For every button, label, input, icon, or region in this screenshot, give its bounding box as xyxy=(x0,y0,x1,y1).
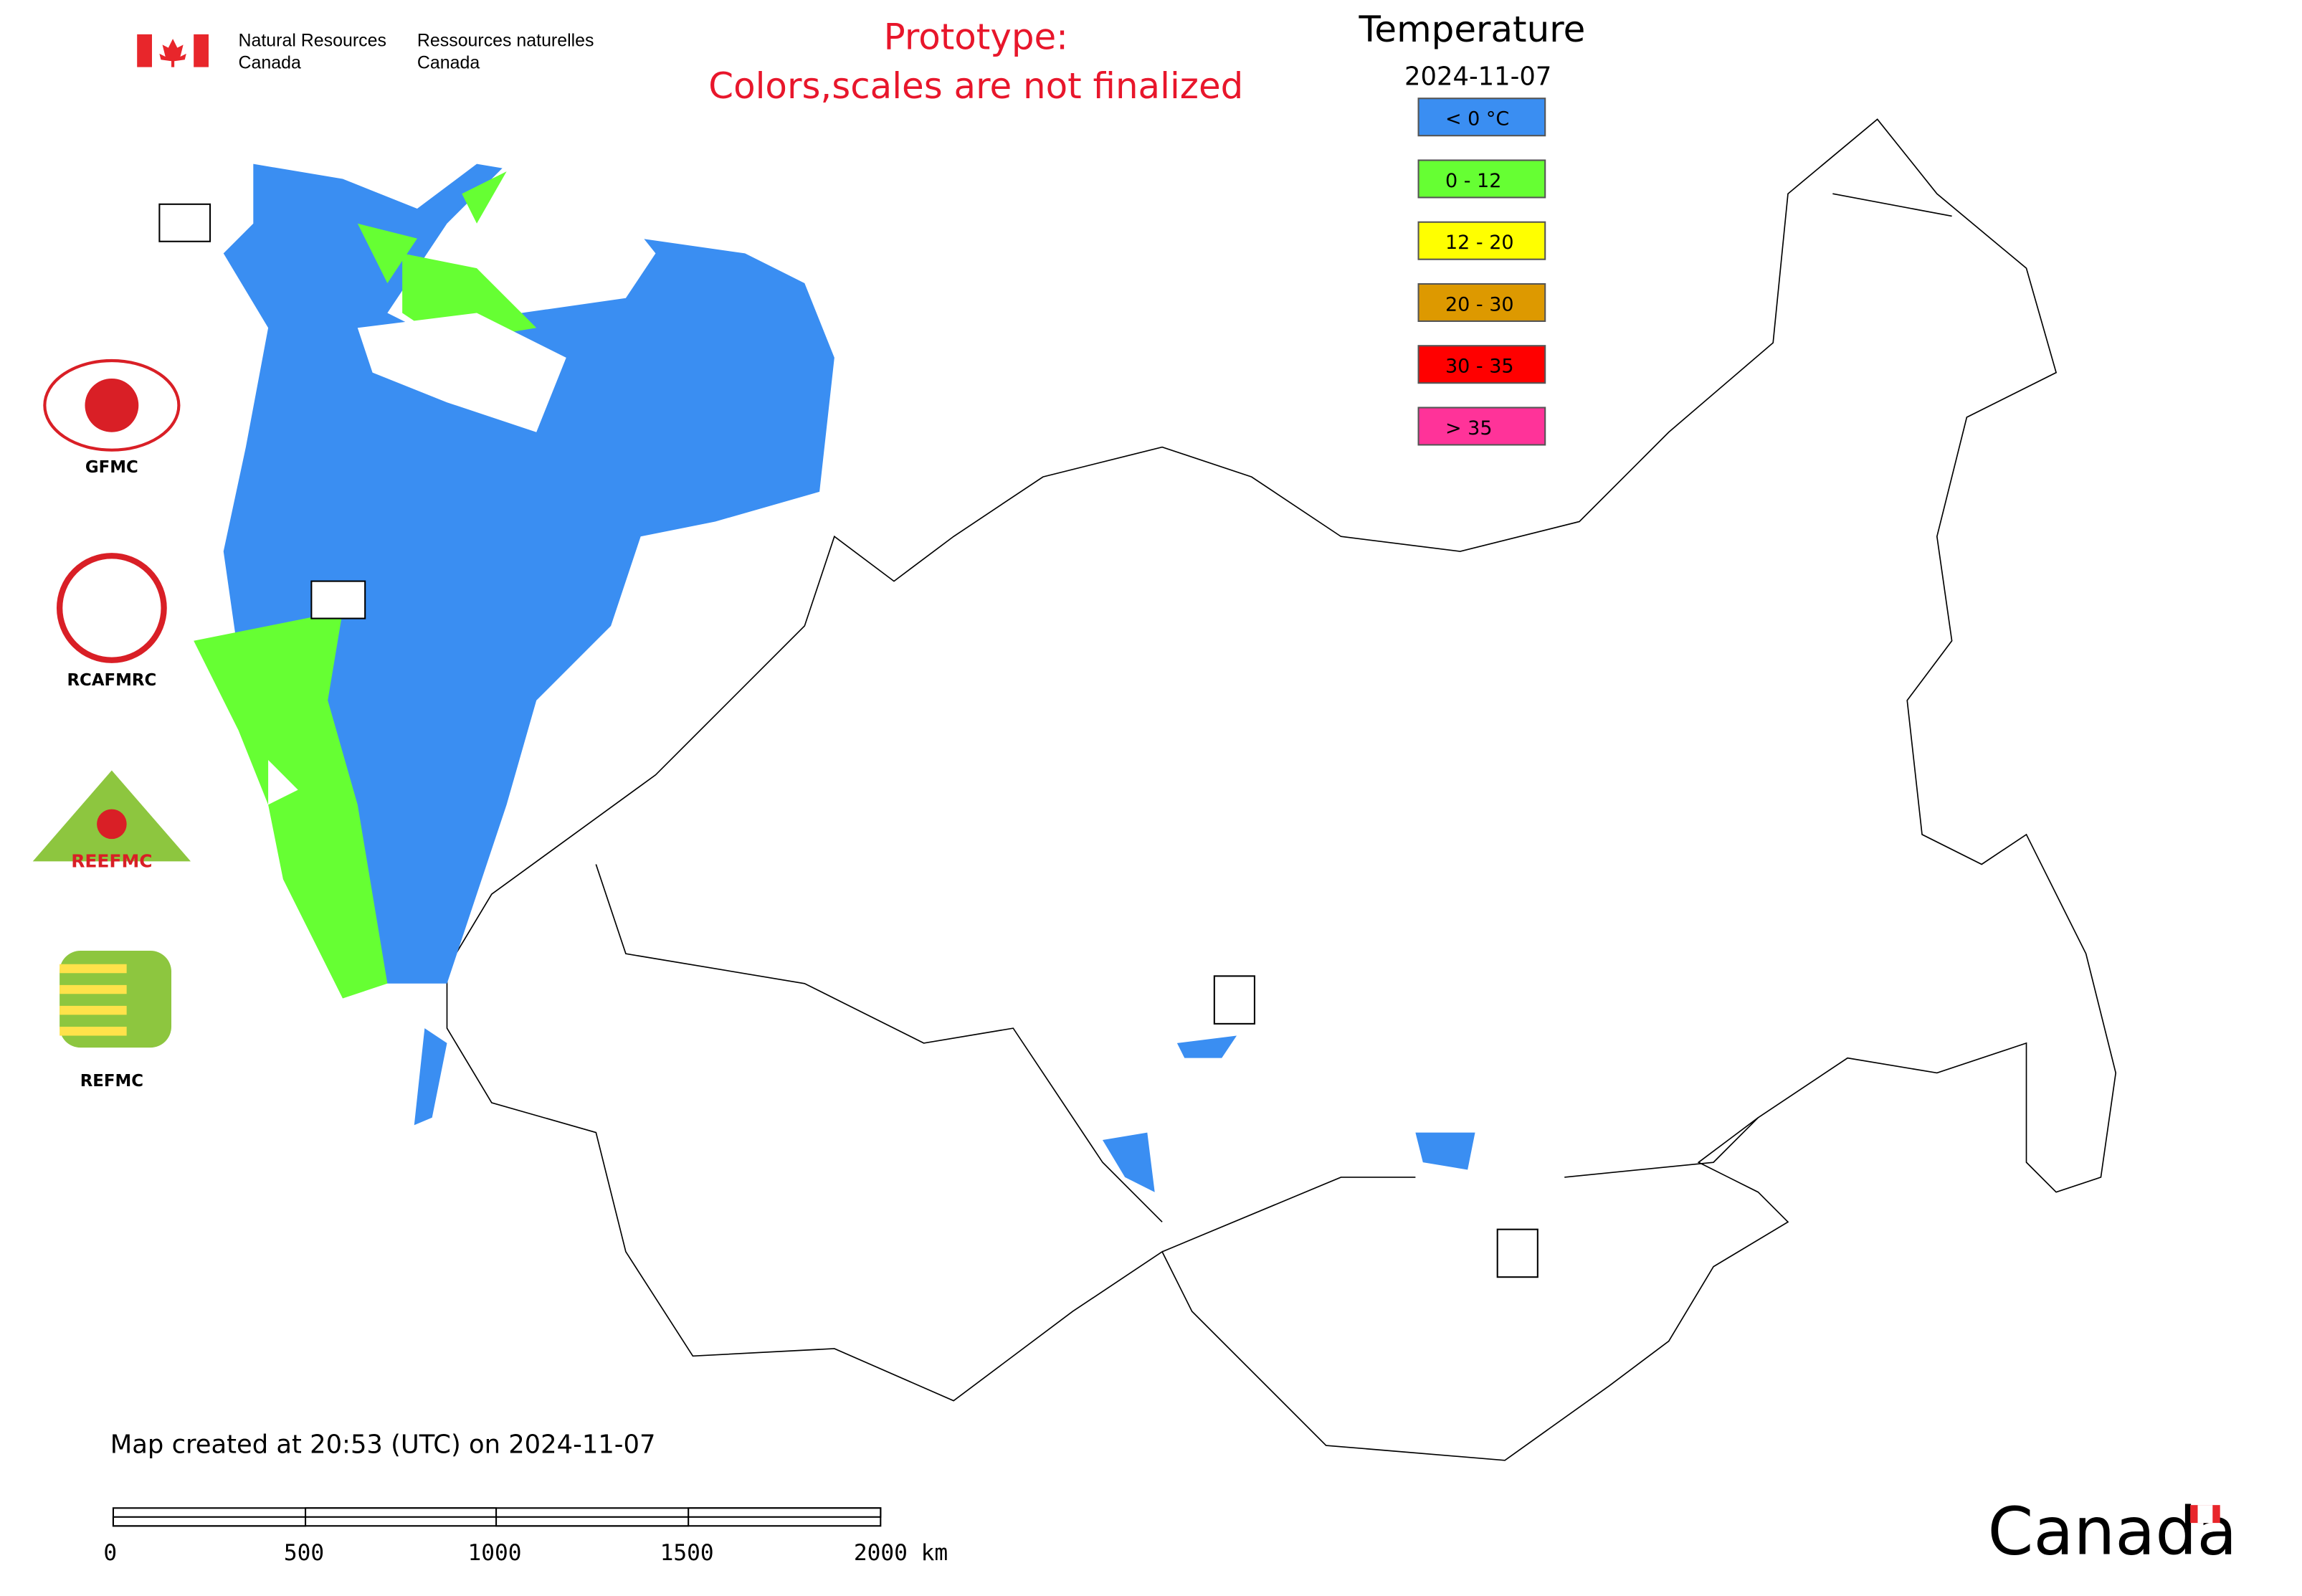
logo-refmc xyxy=(60,951,172,1048)
legend-date: 2024-11-07 xyxy=(1404,62,1551,92)
legend-label: 20 - 30 xyxy=(1445,293,1514,315)
logo-label: REEFMC xyxy=(71,851,152,872)
legend-label: 0 - 12 xyxy=(1445,170,1501,192)
logo-gfmc xyxy=(85,378,139,432)
agency-en: Natural Resources xyxy=(239,30,386,50)
agency-fr: Ressources naturelles xyxy=(417,30,594,50)
logo-label: REFMC xyxy=(80,1072,143,1091)
scale-label: 1000 xyxy=(467,1540,521,1566)
legend-swatch xyxy=(1417,159,1546,199)
border xyxy=(595,864,1759,1253)
flag-bar xyxy=(194,34,209,67)
scale-label: 2000 km xyxy=(854,1540,948,1566)
scale-bar xyxy=(112,1507,882,1527)
wordmark-flag xyxy=(2197,1505,2213,1524)
sea xyxy=(268,760,298,805)
logo-rcafmrc xyxy=(56,553,167,663)
legend-label: 30 - 35 xyxy=(1445,356,1514,378)
agency-fr: Canada xyxy=(417,53,480,73)
field-mild xyxy=(357,171,537,343)
scale-seg xyxy=(688,1507,882,1518)
logo-label: RCAFMRC xyxy=(67,671,156,690)
scale-seg xyxy=(112,1516,307,1527)
temperature-field xyxy=(194,163,1475,1192)
scale-seg xyxy=(495,1516,690,1527)
logo-refmc xyxy=(60,964,127,1036)
legend-swatch xyxy=(1417,98,1546,137)
field-mild xyxy=(194,611,388,999)
legend-swatch xyxy=(1417,345,1546,384)
logo-gfmc xyxy=(43,358,181,452)
border xyxy=(1832,193,1952,217)
nrcan-signature: Natural Resources Canada Ressources natu… xyxy=(137,30,594,73)
logo-reefmc xyxy=(97,809,127,840)
legend-title: Temperature xyxy=(1358,9,1585,50)
legend-swatch xyxy=(1417,221,1546,260)
scale-label: 500 xyxy=(284,1540,324,1566)
station-gfmc xyxy=(158,203,211,242)
flag-bar xyxy=(137,34,152,67)
sea xyxy=(357,313,566,432)
legend-swatch xyxy=(1417,407,1546,446)
station-reefmc xyxy=(310,580,366,619)
legend-swatch xyxy=(1417,282,1546,322)
notice: Prototype: xyxy=(884,16,1068,58)
legend-label: < 0 °C xyxy=(1445,108,1509,130)
partner-logos: GFMC RCAFMRC REEFMC REFMC xyxy=(32,358,191,1091)
country-outline xyxy=(446,118,2117,1461)
scale-label: 1500 xyxy=(660,1540,714,1566)
canada-wordmark: Canada xyxy=(1987,1493,2237,1570)
station-refmc xyxy=(1213,975,1255,1025)
maple-leaf xyxy=(159,39,186,67)
scale-label: 0 xyxy=(103,1540,117,1566)
logo-label: GFMC xyxy=(85,458,138,477)
created-note: Map created at 20:53 (UTC) on 2024-11-07 xyxy=(110,1430,656,1459)
notice: Colors,scales are not finalized xyxy=(708,65,1243,107)
legend-label: 12 - 20 xyxy=(1445,232,1514,254)
legend: < 0 °C 0 - 12 12 - 20 20 - 30 30 - 35 > 35 xyxy=(1417,98,1546,446)
station-rcafmrc xyxy=(1496,1228,1538,1278)
station-markers xyxy=(158,203,1538,1278)
scale-seg xyxy=(305,1507,498,1518)
legend-label: > 35 xyxy=(1445,417,1493,440)
map-area xyxy=(446,118,2117,1461)
agency-en: Canada xyxy=(239,53,301,73)
